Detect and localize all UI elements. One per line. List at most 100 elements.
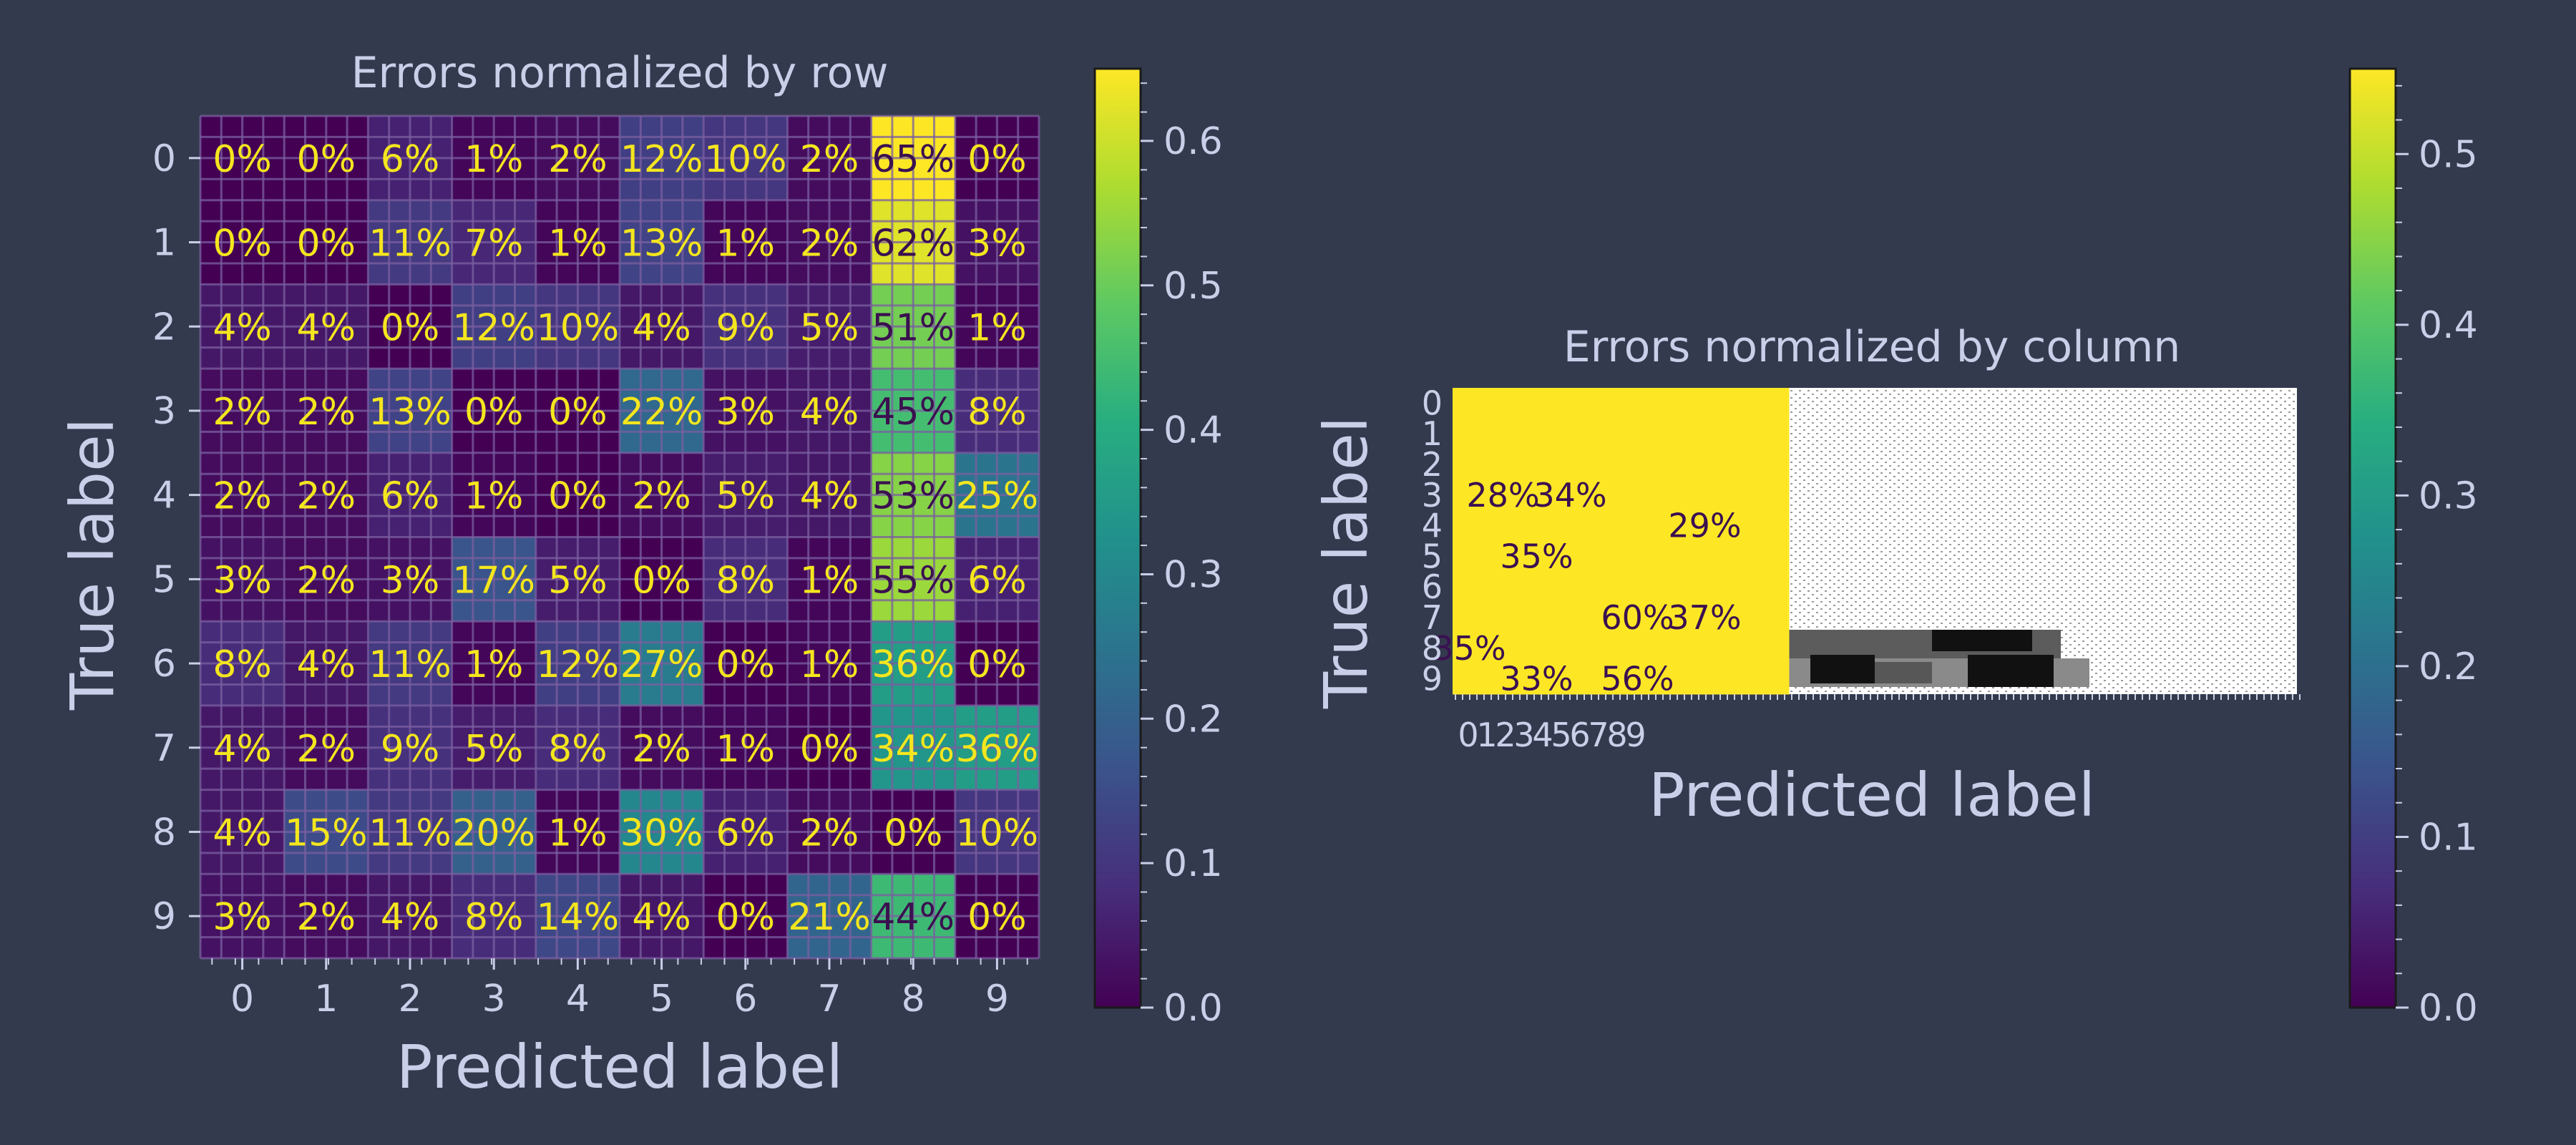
colorbar-tick-label: 0.5: [1163, 265, 1223, 308]
cell-label: 2%: [632, 728, 691, 771]
heatmap-cell: [1520, 449, 1554, 480]
heatmap-cell: [1722, 633, 1756, 664]
x-axis-label: Predicted label: [396, 1032, 843, 1102]
heatmap-cell: [1553, 633, 1588, 664]
cell-label: 4%: [297, 306, 356, 349]
heatmap-cell: [1486, 388, 1521, 419]
y-tick-label: 0: [1422, 384, 1443, 422]
heatmap-cell: [1688, 602, 1722, 633]
y-tick-label: 3: [1422, 476, 1443, 515]
cell-label: 2%: [800, 223, 859, 265]
cell-label: 15%: [285, 812, 368, 854]
cell-label: 11%: [369, 812, 452, 854]
heatmap-cell: [1755, 479, 1790, 511]
y-tick-label: 2: [1422, 445, 1443, 484]
cell-labels: 0% 0% 6% 1% 2% 12% 10% 2% 65% 0%0% 0% 11% 7% 1% 13% 1% 2…: [213, 138, 1038, 939]
heatmap-cell: [1621, 663, 1655, 695]
heatmap-cell: [1520, 633, 1554, 664]
heatmap-cell: [1654, 541, 1689, 572]
cell-label: 4%: [381, 896, 440, 939]
cell-label: 34%: [1533, 476, 1606, 515]
cell-label: 2%: [297, 391, 356, 434]
heatmap-cell: [1587, 633, 1621, 664]
heatmap-cell: [1553, 449, 1588, 480]
heatmap-cell: [1621, 541, 1655, 572]
heatmap-cell: [1688, 479, 1722, 511]
gray-stripe: [1810, 655, 1875, 683]
heatmap-cell: [1621, 388, 1655, 419]
heatmap-cell: [1453, 602, 1487, 633]
heatmap-cell: [1553, 510, 1588, 542]
colorbar-tick-label: 0.2: [1163, 698, 1223, 741]
cell-label: 0%: [716, 643, 776, 686]
heatmap-cell: [1486, 449, 1521, 480]
heatmap-cell: [1587, 541, 1621, 572]
y-tick-label: 4: [152, 474, 176, 517]
cell-label: 4%: [632, 896, 691, 939]
heatmap-cell: [1654, 510, 1689, 542]
cell-label: 6%: [381, 475, 440, 518]
colorbar-tick-label: 0.3: [2419, 474, 2478, 517]
x-tick-label: 6: [1569, 716, 1590, 754]
cell-label: 45%: [872, 391, 955, 434]
y-tick-label: 1: [152, 222, 176, 265]
heatmap-cell: [1453, 633, 1487, 664]
heatmap-cells: [1453, 388, 1790, 695]
heatmap-cell: [1520, 418, 1554, 450]
cell-label: 4%: [297, 643, 356, 686]
cell-label: 0%: [464, 391, 524, 434]
y-tick-label: 0: [152, 137, 176, 180]
heatmap-cell: [1553, 541, 1588, 572]
x-tick-label: 2: [1495, 716, 1516, 754]
heatmap-cell: [1654, 571, 1689, 603]
heatmap-cell: [1755, 541, 1790, 572]
cell-label: 29%: [1668, 507, 1741, 545]
heatmap-cell: [1621, 479, 1655, 511]
heatmap-cell: [1688, 418, 1722, 450]
y-tick-label: 4: [1422, 507, 1443, 545]
cell-label: 7%: [464, 223, 524, 265]
y-axis-label: True label: [1311, 416, 1381, 709]
x-tick-label: 1: [1476, 716, 1497, 754]
cell-label: 6%: [381, 138, 440, 181]
heatmap-cell: [1654, 633, 1689, 664]
cell-label: 51%: [872, 306, 955, 349]
colorbar-tick-label: 0.0: [2419, 987, 2478, 1030]
cell-label: 5%: [548, 559, 608, 602]
colorbar-tick-label: 0.6: [1163, 120, 1223, 163]
heatmap-cell: [1453, 449, 1487, 480]
cell-label: 9%: [381, 728, 440, 771]
heatmap-cell: [1688, 388, 1722, 419]
cell-label: 1%: [464, 138, 524, 181]
cell-label: 13%: [369, 391, 452, 434]
chart-title: Errors normalized by row: [351, 48, 889, 98]
cell-label: 8%: [464, 896, 524, 939]
y-tick-label: 9: [1422, 660, 1443, 698]
heatmap-cell: [1520, 510, 1554, 542]
cell-label: 2%: [297, 475, 356, 518]
cell-label: 6%: [716, 812, 776, 854]
x-axis-label: Predicted label: [1649, 760, 2095, 830]
cell-label: 0%: [548, 391, 608, 434]
heatmap-cell: [1486, 541, 1521, 572]
cell-label: 0%: [297, 138, 356, 181]
cell-label: 2%: [297, 728, 356, 771]
cell-label: 0%: [381, 306, 440, 349]
cell-labels: 28%34%29%35%60%37%35%33% 56%: [1433, 476, 1741, 698]
heatmap-cell: [1520, 388, 1554, 419]
cell-label: 5%: [716, 475, 776, 518]
cell-label: 0%: [548, 475, 608, 518]
cell-label: 1%: [548, 812, 608, 854]
x-tick-label: 1: [314, 978, 338, 1020]
heatmap-cell: [1654, 663, 1689, 695]
cell-label: 11%: [369, 643, 452, 686]
cell-label: 62%: [872, 223, 955, 265]
cell-label: 2%: [548, 138, 608, 181]
cell-label: 8%: [548, 728, 608, 771]
y-tick-label: 2: [152, 306, 176, 349]
heatmap-cell: [1453, 663, 1487, 695]
cell-label: 0%: [884, 812, 943, 854]
heatmap-cell: [1587, 510, 1621, 542]
cell-label: 36%: [872, 643, 955, 686]
